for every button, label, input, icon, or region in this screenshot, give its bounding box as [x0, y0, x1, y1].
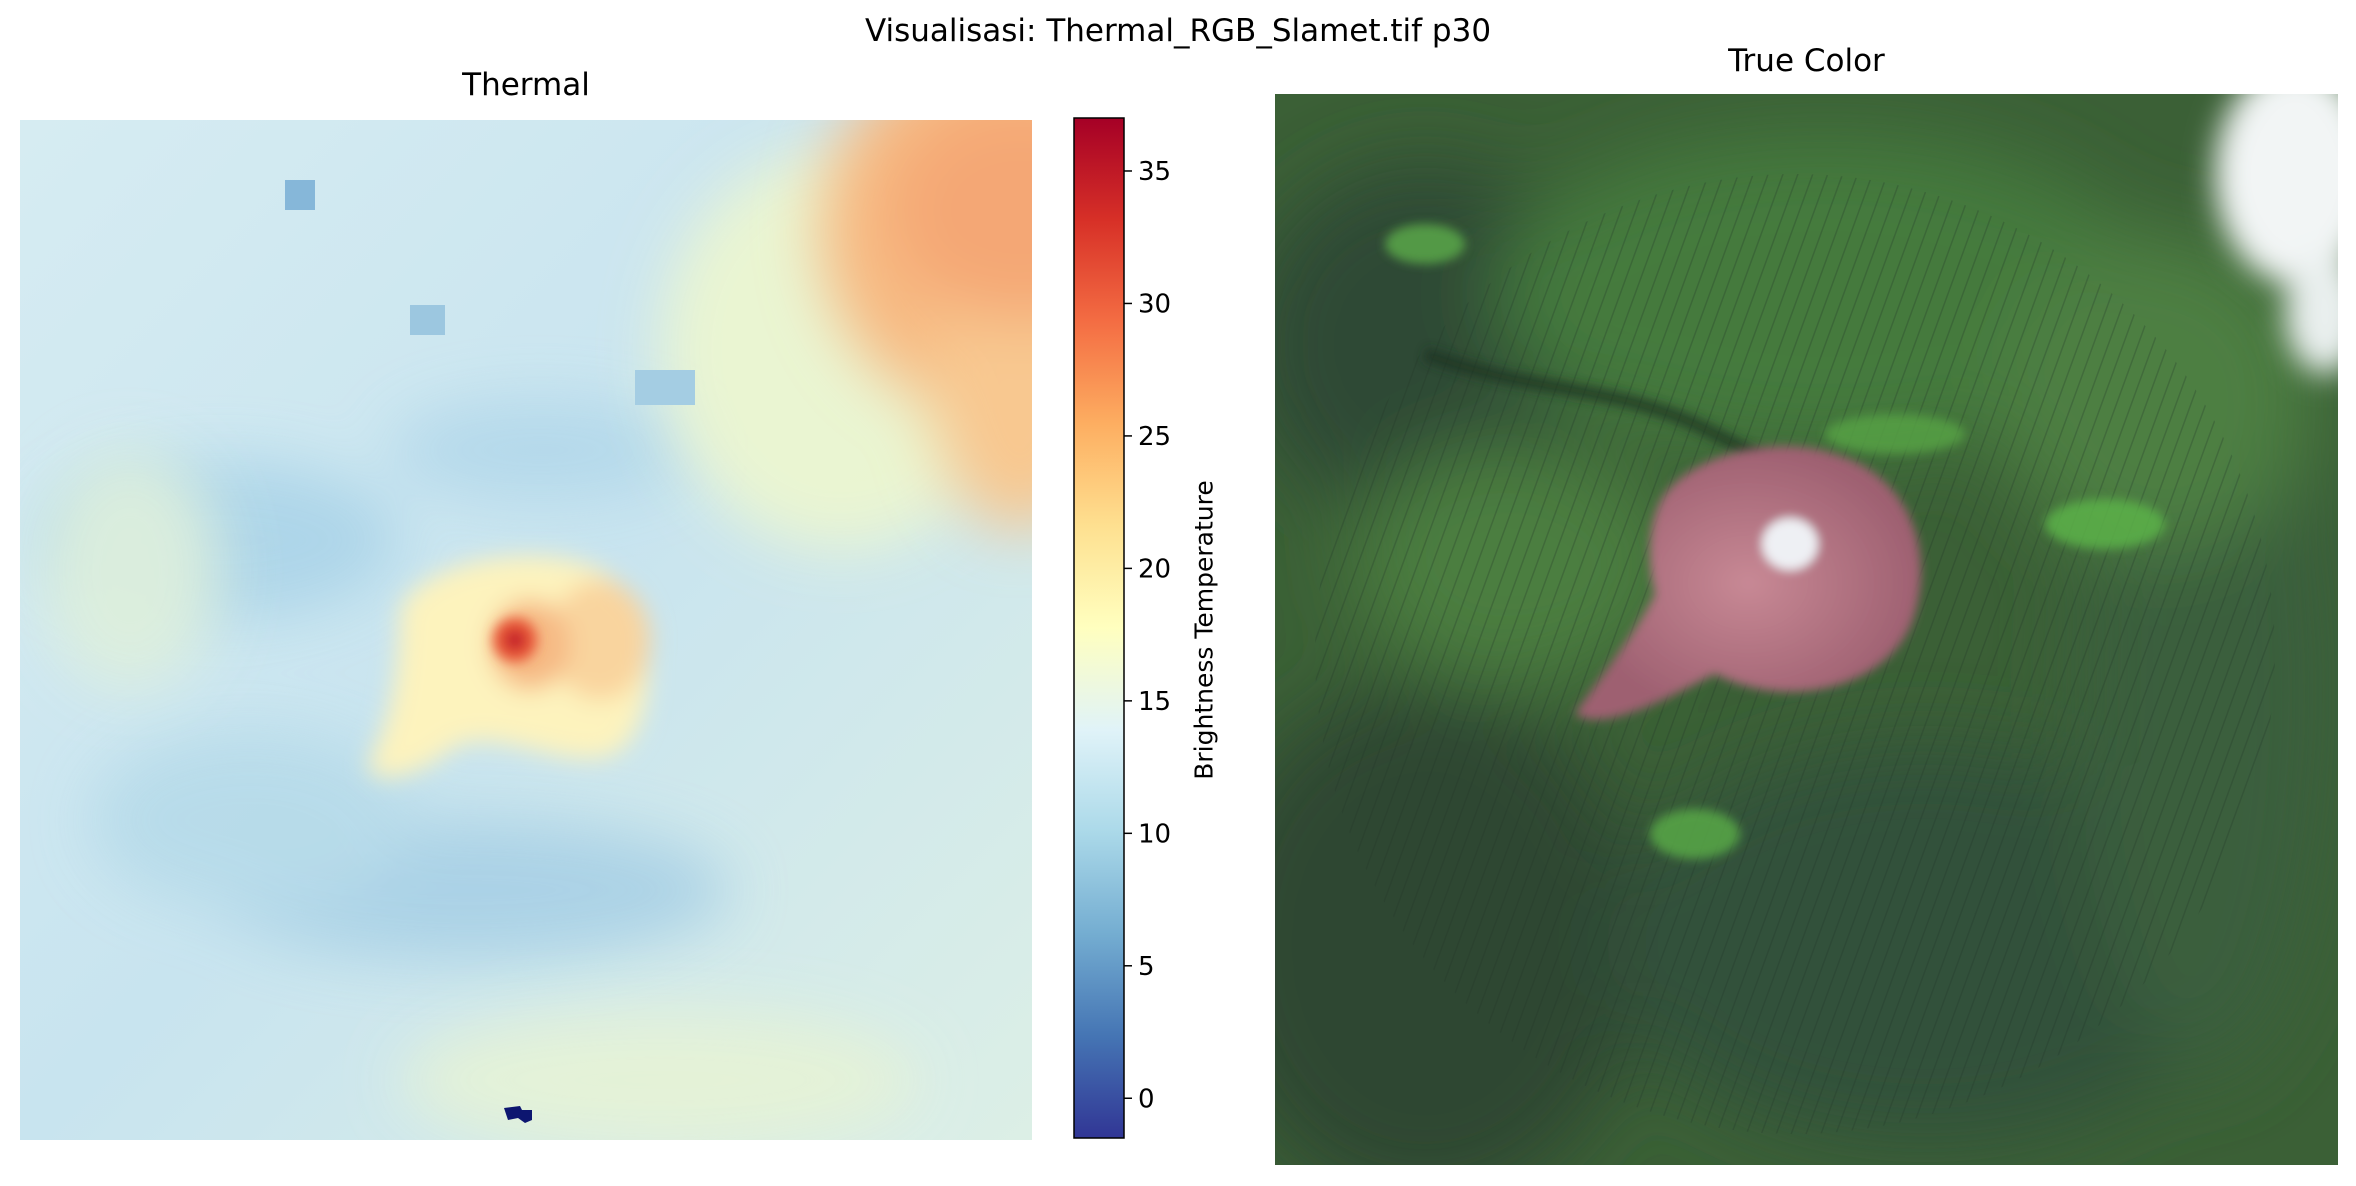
figure-title: Visualisasi: Thermal_RGB_Slamet.tif p30 — [864, 13, 1492, 49]
summit-warm-area — [550, 580, 650, 700]
colorbar-tick-label: 30 — [1138, 289, 1171, 319]
colorbar-tick-label: 35 — [1138, 157, 1171, 187]
bright-vegetation — [1385, 224, 1465, 264]
summit-hotspot — [505, 630, 525, 650]
cool-patch — [285, 180, 315, 210]
colorbar-tick-label: 15 — [1138, 687, 1171, 717]
colorbar-tick-label: 20 — [1138, 554, 1171, 584]
warm-zone — [40, 450, 220, 690]
colorbar-label: Brightness Temperature — [1189, 480, 1219, 780]
colorbar-gradient — [1073, 117, 1125, 1139]
bright-vegetation — [1825, 414, 1965, 454]
clouds — [2285, 254, 2338, 374]
colorbar-tick-label: 25 — [1138, 422, 1171, 452]
truecolor-panel-title: True Color — [1728, 43, 1885, 79]
cold-patch — [504, 1106, 532, 1123]
truecolor-image — [1275, 94, 2338, 1165]
summit-rock — [1575, 446, 1922, 720]
colorbar-tick-label: 5 — [1138, 952, 1155, 982]
cool-zone — [90, 730, 410, 910]
colorbar: 0 5 10 15 20 25 30 35 — [1073, 117, 1171, 1139]
cool-zone — [390, 400, 690, 500]
colorbar-tick-label: 0 — [1138, 1084, 1155, 1114]
summit-crater — [1762, 518, 1818, 570]
cool-patch — [635, 370, 695, 405]
cool-patch — [410, 305, 445, 335]
bright-vegetation — [2045, 499, 2165, 549]
colorbar-tick-label: 10 — [1138, 819, 1171, 849]
thermal-panel-title: Thermal — [462, 67, 590, 103]
thermal-heatmap — [20, 120, 1032, 1140]
warm-zone — [400, 1010, 920, 1140]
bright-vegetation — [1650, 809, 1740, 859]
warm-corner-region — [890, 120, 1032, 320]
clouds — [2215, 94, 2338, 284]
